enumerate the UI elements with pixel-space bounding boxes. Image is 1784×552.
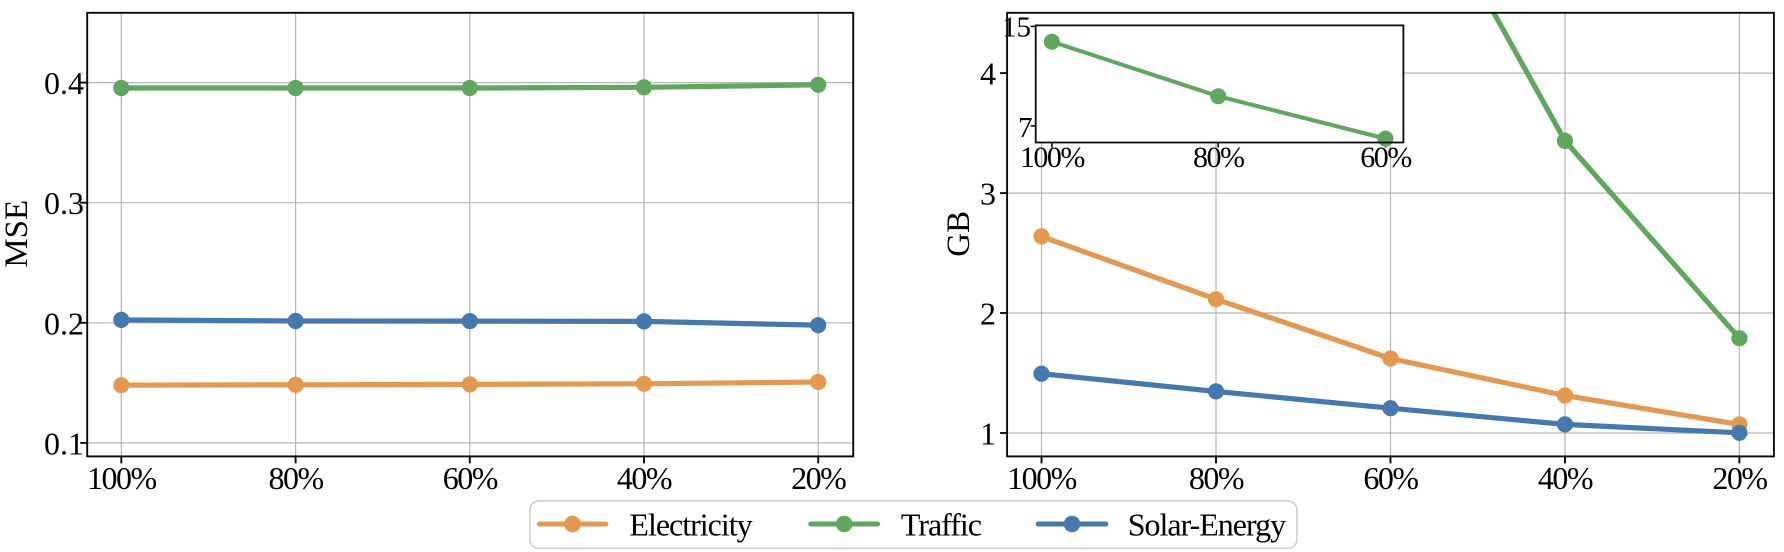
svg-text:60%: 60% xyxy=(443,460,498,496)
svg-text:100%: 100% xyxy=(1007,460,1077,496)
svg-text:1: 1 xyxy=(980,416,996,452)
svg-text:0.2: 0.2 xyxy=(44,305,84,341)
svg-text:Solar-Energy: Solar-Energy xyxy=(1128,506,1286,542)
svg-text:40%: 40% xyxy=(617,460,672,496)
svg-text:0.3: 0.3 xyxy=(44,185,84,221)
svg-text:Traffic: Traffic xyxy=(901,506,982,542)
svg-text:2: 2 xyxy=(980,296,996,332)
svg-text:80%: 80% xyxy=(269,460,324,496)
svg-text:100%: 100% xyxy=(87,460,157,496)
svg-text:80%: 80% xyxy=(1189,460,1244,496)
svg-text:20%: 20% xyxy=(791,460,846,496)
svg-text:MSE: MSE xyxy=(0,200,35,268)
svg-text:80%: 80% xyxy=(1193,141,1244,174)
svg-text:0.4: 0.4 xyxy=(44,65,84,101)
svg-text:15: 15 xyxy=(1002,11,1031,43)
svg-text:0.1: 0.1 xyxy=(44,425,84,461)
svg-text:Electricity: Electricity xyxy=(629,506,752,542)
svg-text:7: 7 xyxy=(1018,112,1033,144)
svg-text:60%: 60% xyxy=(1360,141,1411,174)
svg-text:60%: 60% xyxy=(1363,460,1418,496)
svg-text:4: 4 xyxy=(980,56,996,92)
svg-text:GB: GB xyxy=(941,211,977,257)
svg-text:20%: 20% xyxy=(1712,460,1767,496)
svg-text:100%: 100% xyxy=(1020,141,1085,174)
svg-text:3: 3 xyxy=(980,176,996,212)
svg-text:40%: 40% xyxy=(1538,460,1593,496)
